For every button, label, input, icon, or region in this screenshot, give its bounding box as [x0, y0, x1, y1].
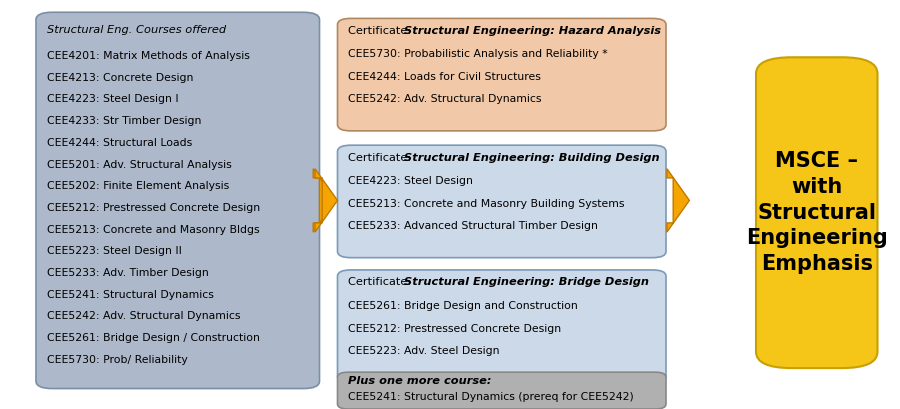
Text: CEE4223: Steel Design: CEE4223: Steel Design	[348, 176, 473, 186]
Text: Certificate:: Certificate:	[348, 277, 415, 287]
Text: Plus one more course:: Plus one more course:	[348, 376, 491, 386]
Text: MSCE –
with
Structural
Engineering
Emphasis: MSCE – with Structural Engineering Empha…	[746, 151, 887, 274]
Text: CEE5242: Adv. Structural Dynamics: CEE5242: Adv. Structural Dynamics	[47, 311, 240, 321]
Text: CEE5213: Concrete and Masonry Building Systems: CEE5213: Concrete and Masonry Building S…	[348, 199, 625, 209]
FancyBboxPatch shape	[36, 12, 320, 389]
Text: CEE5730: Prob/ Reliability: CEE5730: Prob/ Reliability	[47, 355, 187, 364]
FancyBboxPatch shape	[338, 145, 666, 258]
Text: CEE5261: Bridge Design / Construction: CEE5261: Bridge Design / Construction	[47, 333, 260, 343]
Text: CEE5223: Adv. Steel Design: CEE5223: Adv. Steel Design	[348, 346, 500, 356]
Text: CEE5233: Advanced Structural Timber Design: CEE5233: Advanced Structural Timber Desi…	[348, 221, 598, 231]
FancyArrow shape	[667, 169, 689, 232]
Text: CEE5241: Structural Dynamics (prereq for CEE5242): CEE5241: Structural Dynamics (prereq for…	[348, 392, 634, 402]
Text: CEE5223: Steel Design II: CEE5223: Steel Design II	[47, 246, 182, 256]
Text: CEE4223: Steel Design I: CEE4223: Steel Design I	[47, 94, 178, 104]
Text: CEE5241: Structural Dynamics: CEE5241: Structural Dynamics	[47, 290, 213, 299]
Text: CEE4233: Str Timber Design: CEE4233: Str Timber Design	[47, 116, 202, 126]
Text: CEE4213: Concrete Design: CEE4213: Concrete Design	[47, 73, 194, 83]
FancyBboxPatch shape	[756, 57, 878, 368]
Text: CEE5730: Probabilistic Analysis and Reliability *: CEE5730: Probabilistic Analysis and Reli…	[348, 49, 608, 59]
FancyArrow shape	[315, 169, 338, 232]
Text: CEE4244: Loads for Civil Structures: CEE4244: Loads for Civil Structures	[348, 72, 541, 82]
Text: Structural Engineering: Bridge Design: Structural Engineering: Bridge Design	[404, 277, 649, 287]
Text: CEE5261: Bridge Design and Construction: CEE5261: Bridge Design and Construction	[348, 301, 578, 311]
Text: CEE5201: Adv. Structural Analysis: CEE5201: Adv. Structural Analysis	[47, 160, 231, 169]
Text: CEE5202: Finite Element Analysis: CEE5202: Finite Element Analysis	[47, 181, 229, 191]
Text: CEE4244: Structural Loads: CEE4244: Structural Loads	[47, 138, 192, 148]
FancyBboxPatch shape	[338, 270, 666, 382]
Text: Structural Engineering: Building Design: Structural Engineering: Building Design	[404, 153, 660, 162]
FancyBboxPatch shape	[338, 18, 666, 131]
FancyBboxPatch shape	[338, 372, 666, 409]
Text: CEE4201: Matrix Methods of Analysis: CEE4201: Matrix Methods of Analysis	[47, 51, 249, 61]
Text: CEE5233: Adv. Timber Design: CEE5233: Adv. Timber Design	[47, 268, 209, 278]
Text: CEE5213: Concrete and Masonry Bldgs: CEE5213: Concrete and Masonry Bldgs	[47, 225, 259, 234]
Text: CEE5212: Prestressed Concrete Design: CEE5212: Prestressed Concrete Design	[348, 324, 562, 333]
Text: Structural Engineering: Hazard Analysis: Structural Engineering: Hazard Analysis	[404, 26, 662, 36]
Text: CEE5242: Adv. Structural Dynamics: CEE5242: Adv. Structural Dynamics	[348, 94, 542, 104]
FancyArrow shape	[313, 169, 336, 232]
Text: Structural Eng. Courses offered: Structural Eng. Courses offered	[47, 25, 226, 34]
Text: Certificate:: Certificate:	[348, 153, 415, 162]
Text: Certificate:: Certificate:	[348, 26, 415, 36]
Text: CEE5212: Prestressed Concrete Design: CEE5212: Prestressed Concrete Design	[47, 203, 260, 213]
